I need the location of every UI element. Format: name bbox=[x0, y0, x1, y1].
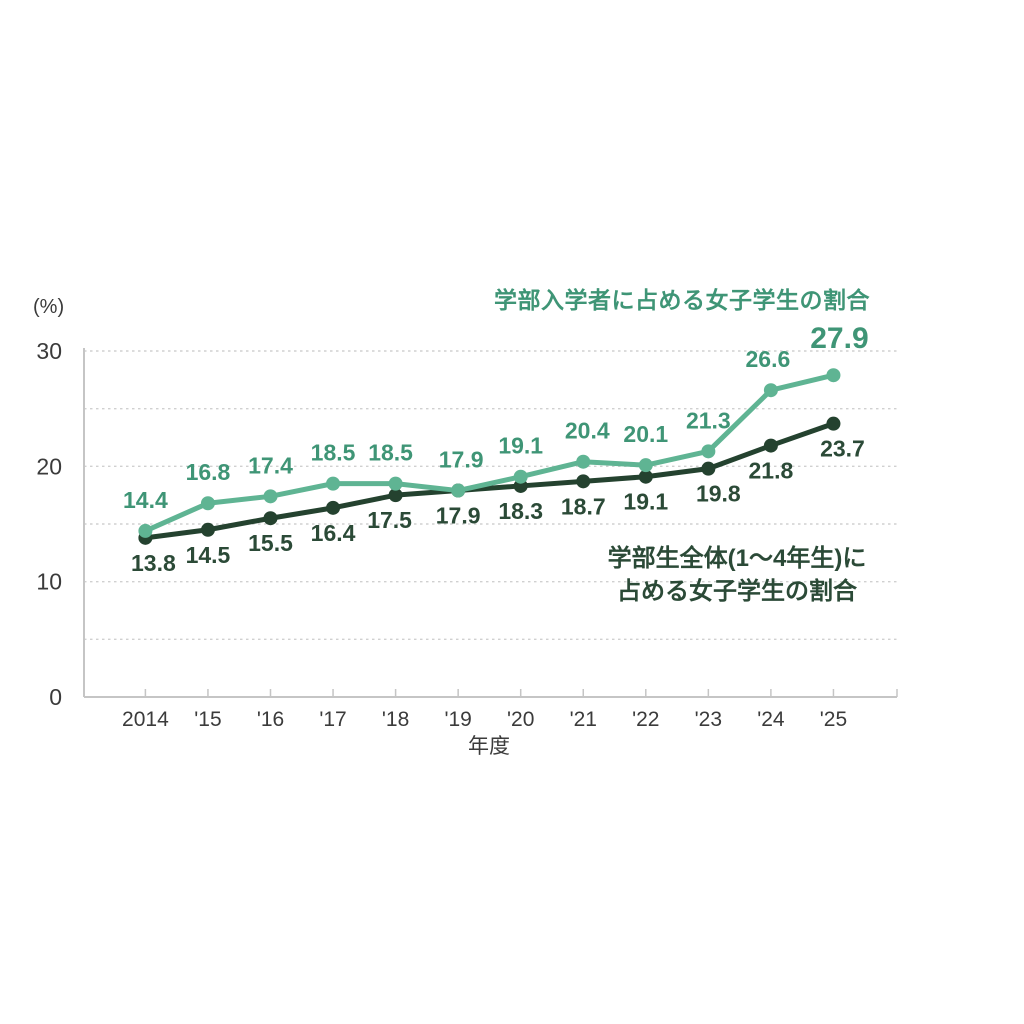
svg-text:20.4: 20.4 bbox=[565, 418, 610, 444]
svg-text:10: 10 bbox=[36, 569, 62, 595]
x-axis-title: 年度 bbox=[468, 735, 510, 758]
svg-text:17.5: 17.5 bbox=[367, 507, 412, 533]
svg-text:'19: '19 bbox=[444, 708, 471, 731]
series-1-point bbox=[576, 454, 591, 469]
y-axis-tick-labels: 0 10 20 30 bbox=[36, 338, 62, 710]
svg-text:'16: '16 bbox=[257, 708, 284, 731]
series-2-point bbox=[263, 511, 278, 526]
svg-text:14.5: 14.5 bbox=[186, 542, 231, 568]
svg-text:18.5: 18.5 bbox=[368, 440, 413, 466]
svg-text:17.4: 17.4 bbox=[248, 452, 293, 478]
svg-text:27.9: 27.9 bbox=[810, 322, 868, 355]
series-1-value-labels: 14.4 16.8 17.4 18.5 18.5 17.9 19.1 20.4 20.1 21.3… bbox=[123, 322, 869, 513]
svg-text:19.1: 19.1 bbox=[498, 433, 543, 459]
series-1-point bbox=[138, 523, 153, 538]
svg-text:18.3: 18.3 bbox=[498, 498, 543, 524]
svg-text:'17: '17 bbox=[319, 708, 346, 731]
svg-text:23.7: 23.7 bbox=[820, 436, 865, 462]
svg-text:20: 20 bbox=[36, 453, 62, 479]
svg-text:0: 0 bbox=[49, 684, 62, 710]
svg-text:17.9: 17.9 bbox=[439, 447, 484, 473]
svg-text:16.8: 16.8 bbox=[186, 459, 231, 485]
series-2-point bbox=[701, 461, 716, 476]
series2-inline-label: 学部生全体(1〜4年生)に 占める女子学生の割合 bbox=[608, 542, 867, 608]
series-2-point bbox=[200, 522, 215, 537]
series2-inline-label-line1: 学部生全体(1〜4年生)に bbox=[607, 545, 867, 572]
svg-text:19.8: 19.8 bbox=[696, 481, 741, 507]
svg-text:30: 30 bbox=[36, 338, 62, 364]
svg-text:21.3: 21.3 bbox=[686, 407, 731, 433]
svg-text:2014: 2014 bbox=[122, 708, 169, 731]
series-2-point bbox=[763, 438, 778, 453]
series-1-point bbox=[826, 368, 841, 383]
svg-text:26.6: 26.6 bbox=[746, 346, 791, 372]
svg-text:13.8: 13.8 bbox=[131, 550, 176, 576]
svg-text:'22: '22 bbox=[632, 708, 659, 731]
svg-text:19.1: 19.1 bbox=[623, 489, 668, 515]
series-1-point bbox=[638, 458, 653, 473]
series-1-point bbox=[451, 483, 466, 498]
series-1-point bbox=[701, 444, 716, 459]
series-2-point bbox=[576, 474, 591, 489]
svg-text:'21: '21 bbox=[570, 708, 597, 731]
svg-text:'23: '23 bbox=[695, 708, 722, 731]
series-1-point bbox=[326, 476, 341, 491]
y-axis-unit-label: (%) bbox=[33, 296, 65, 318]
series-2-point bbox=[326, 500, 341, 515]
svg-text:16.4: 16.4 bbox=[311, 520, 356, 546]
series-2-point bbox=[638, 469, 653, 484]
series-1-point bbox=[263, 489, 278, 504]
svg-text:'18: '18 bbox=[382, 708, 409, 731]
axes bbox=[83, 348, 897, 698]
series-1-point bbox=[763, 383, 778, 398]
svg-text:'15: '15 bbox=[194, 708, 221, 731]
svg-text:20.1: 20.1 bbox=[623, 421, 668, 447]
series-1-point bbox=[513, 469, 528, 484]
svg-text:18.7: 18.7 bbox=[561, 493, 606, 519]
series-1-point bbox=[200, 496, 215, 511]
series-1-line bbox=[138, 368, 841, 538]
x-axis-ticks bbox=[144, 689, 898, 697]
series2-inline-label-line2: 占める女子学生の割合 bbox=[617, 578, 857, 605]
svg-text:15.5: 15.5 bbox=[248, 530, 293, 556]
series1-inline-label: 学部入学者に占める女子学生の割合 bbox=[494, 287, 870, 313]
series-2-value-labels: 13.8 14.5 15.5 16.4 17.5 17.9 18.3 18.7 19.1 19.8… bbox=[131, 436, 865, 576]
svg-text:'24: '24 bbox=[757, 708, 785, 731]
x-axis-tick-labels: 2014 '15 '16 '17 '18 '19 '20 '21 '22 '23 '24 '25 bbox=[122, 708, 847, 731]
series-2-point bbox=[388, 488, 403, 503]
svg-text:21.8: 21.8 bbox=[749, 458, 794, 484]
series-2-point bbox=[826, 416, 841, 431]
svg-text:'20: '20 bbox=[507, 708, 534, 731]
svg-text:17.9: 17.9 bbox=[436, 503, 481, 529]
svg-text:18.5: 18.5 bbox=[311, 440, 356, 466]
svg-text:14.4: 14.4 bbox=[123, 487, 168, 513]
series-1-point bbox=[388, 476, 403, 491]
svg-text:'25: '25 bbox=[820, 708, 847, 731]
